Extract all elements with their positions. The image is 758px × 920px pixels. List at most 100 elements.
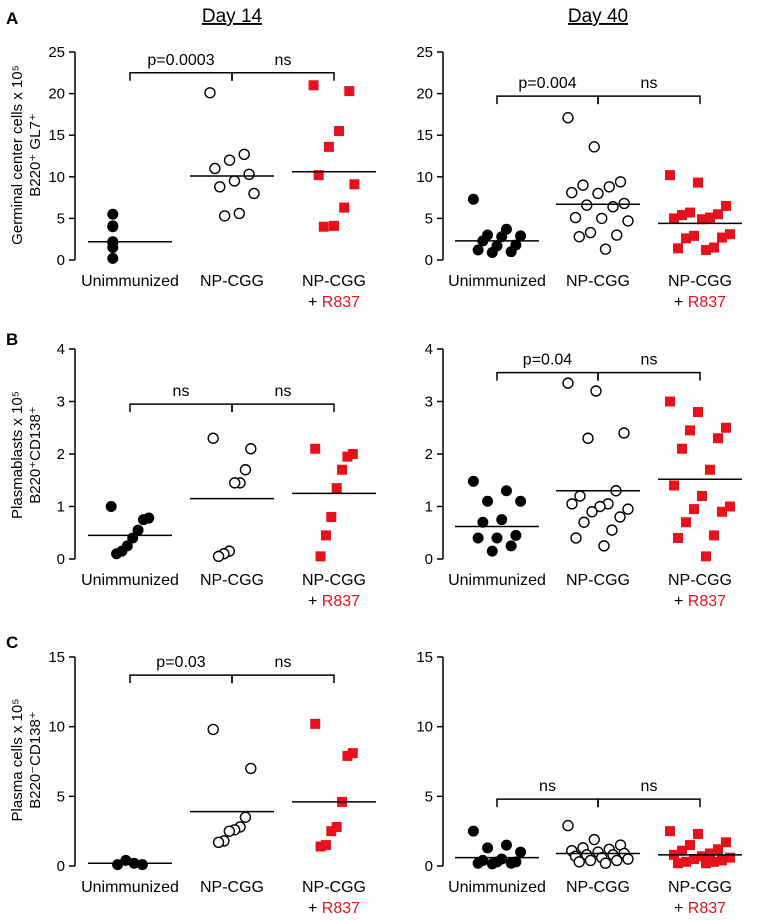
data-point-np-cgg-r837 [326,826,337,837]
category-label-np-cgg: NP-CGG [566,879,630,896]
category-label-np-cgg-r837: NP-CGG [302,572,366,589]
data-point-np-cgg-r837 [685,840,695,851]
data-point-np-cgg [238,148,250,161]
data-point-np-cgg [606,524,618,536]
significance-bracket [496,371,599,381]
data-point-np-cgg [562,377,574,389]
data-point-unimmunized [486,247,498,259]
significance-label: ns [275,52,292,69]
data-point-np-cgg-r837 [681,517,691,528]
category-label-r837: + R837 [674,593,726,610]
data-point-np-cgg-r837 [705,212,715,223]
data-point-unimmunized [472,857,484,869]
ylabel-b-line2: B220⁺CD138⁺ [27,406,44,504]
data-point-np-cgg-r837 [717,855,727,866]
data-point-np-cgg-r837 [342,750,353,761]
data-point-np-cgg-r837 [320,840,331,851]
data-point-np-cgg-r837 [677,210,687,221]
data-point-np-cgg [228,175,241,187]
data-point-np-cgg-r837 [725,852,735,863]
panel-letter-a: A [6,9,18,28]
data-point-np-cgg-r837 [323,141,334,152]
panel-letter-b: B [6,330,18,349]
category-label-r837: + R837 [674,900,726,917]
data-point-np-cgg [614,511,626,523]
significance-label: ns [641,75,658,92]
y-tick-label: 5 [57,210,65,227]
category-label-np-cgg: NP-CGG [566,273,630,290]
plot-a-day40: 0 5 10 15 20 25 Unimmunized NP-CGG NP-CGG + R837 p… [416,44,742,311]
plot-c-day40: 0 5 10 15 Unimmunized NP-CGG NP-CGG + R837 ns ns [416,649,742,917]
data-point-np-cgg [590,385,602,397]
y-tick-label: 20 [48,86,65,103]
data-point-unimmunized [136,859,148,871]
category-label-r837: + R837 [308,900,360,917]
ylabel-c-line2: B220⁻CD138⁺ [27,711,44,809]
data-point-unimmunized [105,501,117,512]
significance-label: ns [641,352,658,369]
y-tick-label: 15 [48,649,65,666]
day40-title: Day 40 [568,6,628,27]
category-label-unimmunized: Unimmunized [448,572,546,589]
plot-b-day40: 0 1 2 3 4 Unimmunized NP-CGG NP-CGG + R837 p=0.04… [425,341,742,610]
y-tick-label: 1 [57,499,65,516]
data-point-np-cgg [239,811,252,823]
data-point-np-cgg-r837 [705,848,715,859]
data-point-np-cgg [599,857,612,869]
day14-title: Day 14 [202,6,263,27]
data-point-np-cgg [233,207,246,220]
category-label-np-cgg-r837: NP-CGG [302,273,366,290]
r837-prefix: + [674,900,688,917]
data-point-np-cgg-r837 [334,126,345,137]
data-point-np-cgg-r837 [681,856,691,867]
data-point-np-cgg [248,187,260,200]
category-label-np-cgg-r837: NP-CGG [668,572,732,589]
data-point-np-cgg [245,762,257,775]
y-tick-label: 10 [48,719,65,736]
data-point-np-cgg-r837 [347,748,358,759]
data-point-np-cgg [598,540,610,552]
significance-bracket [597,371,701,381]
data-point-unimmunized [112,859,124,871]
data-point-np-cgg-r837 [320,530,331,541]
data-point-np-cgg-r837 [669,480,679,491]
data-point-unimmunized [515,230,527,242]
data-point-unimmunized [505,540,517,552]
data-point-np-cgg-r837 [689,230,699,241]
data-point-np-cgg [588,141,600,153]
significance-bracket [597,798,701,808]
y-tick-label: 5 [425,788,433,805]
data-point-np-cgg [618,427,630,439]
category-label-np-cgg: NP-CGG [200,273,264,290]
data-point-unimmunized [477,516,489,528]
data-point-np-cgg [581,199,593,211]
data-point-unimmunized [467,825,479,837]
plot-a-day14: 0 5 10 15 20 25 Unimmunized NP-CGG NP-CGG + R837 p… [48,44,376,311]
data-point-np-cgg-r837 [337,464,348,475]
data-point-unimmunized [132,524,144,536]
data-point-np-cgg [214,181,226,193]
significance-label: ns [641,778,658,795]
data-point-np-cgg [574,490,586,502]
data-point-np-cgg [611,229,623,241]
significance-bracket [129,72,233,81]
y-tick-label: 15 [48,127,65,144]
y-tick-label: 10 [48,169,65,186]
data-point-np-cgg [218,210,231,222]
data-point-np-cgg [239,464,252,476]
y-tick-label: 0 [57,551,65,568]
data-point-np-cgg [607,201,619,213]
data-point-unimmunized [107,221,119,233]
category-label-np-cgg-r837: NP-CGG [668,879,732,896]
ylabel-a-line1: Germinal center cells x 10⁵ [9,65,26,245]
significance-bracket [231,72,335,81]
ylabel-b-line1: Plasmablasts x 10⁵ [9,391,26,519]
data-point-np-cgg [228,477,241,489]
data-point-unimmunized [120,854,132,866]
significance-label: ns [275,383,292,400]
r837-prefix: + [674,294,688,311]
data-point-np-cgg-r837 [717,232,727,243]
data-point-np-cgg-r837 [677,443,687,454]
data-point-np-cgg [562,819,574,832]
data-point-np-cgg-r837 [717,506,727,517]
